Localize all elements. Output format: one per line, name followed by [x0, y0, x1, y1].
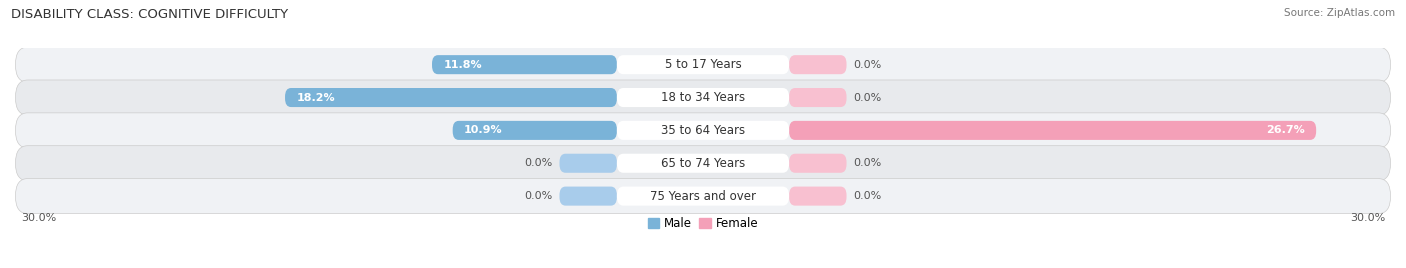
Text: 65 to 74 Years: 65 to 74 Years — [661, 157, 745, 170]
FancyBboxPatch shape — [15, 80, 1391, 115]
Legend: Male, Female: Male, Female — [643, 212, 763, 234]
FancyBboxPatch shape — [285, 88, 617, 107]
Text: 11.8%: 11.8% — [443, 60, 482, 70]
Text: 26.7%: 26.7% — [1265, 125, 1305, 135]
FancyBboxPatch shape — [789, 88, 846, 107]
FancyBboxPatch shape — [15, 146, 1391, 181]
FancyBboxPatch shape — [15, 47, 1391, 82]
FancyBboxPatch shape — [432, 55, 617, 74]
FancyBboxPatch shape — [617, 154, 789, 173]
FancyBboxPatch shape — [15, 178, 1391, 214]
FancyBboxPatch shape — [617, 187, 789, 206]
Text: 0.0%: 0.0% — [853, 158, 882, 168]
Text: 18 to 34 Years: 18 to 34 Years — [661, 91, 745, 104]
Text: 0.0%: 0.0% — [524, 191, 553, 201]
FancyBboxPatch shape — [789, 187, 846, 206]
Text: 10.9%: 10.9% — [464, 125, 503, 135]
Text: 0.0%: 0.0% — [853, 191, 882, 201]
Text: 0.0%: 0.0% — [853, 92, 882, 103]
FancyBboxPatch shape — [560, 154, 617, 173]
Text: 30.0%: 30.0% — [21, 213, 56, 224]
FancyBboxPatch shape — [560, 187, 617, 206]
FancyBboxPatch shape — [617, 121, 789, 140]
FancyBboxPatch shape — [789, 121, 1316, 140]
Text: 0.0%: 0.0% — [524, 158, 553, 168]
Text: 30.0%: 30.0% — [1350, 213, 1385, 224]
Text: 18.2%: 18.2% — [297, 92, 335, 103]
Text: 75 Years and over: 75 Years and over — [650, 189, 756, 203]
FancyBboxPatch shape — [789, 55, 846, 74]
FancyBboxPatch shape — [453, 121, 617, 140]
Text: 5 to 17 Years: 5 to 17 Years — [665, 58, 741, 71]
FancyBboxPatch shape — [617, 88, 789, 107]
FancyBboxPatch shape — [617, 55, 789, 74]
Text: 0.0%: 0.0% — [853, 60, 882, 70]
Text: DISABILITY CLASS: COGNITIVE DIFFICULTY: DISABILITY CLASS: COGNITIVE DIFFICULTY — [11, 8, 288, 21]
Text: Source: ZipAtlas.com: Source: ZipAtlas.com — [1284, 8, 1395, 18]
FancyBboxPatch shape — [789, 154, 846, 173]
Text: 35 to 64 Years: 35 to 64 Years — [661, 124, 745, 137]
FancyBboxPatch shape — [15, 113, 1391, 148]
